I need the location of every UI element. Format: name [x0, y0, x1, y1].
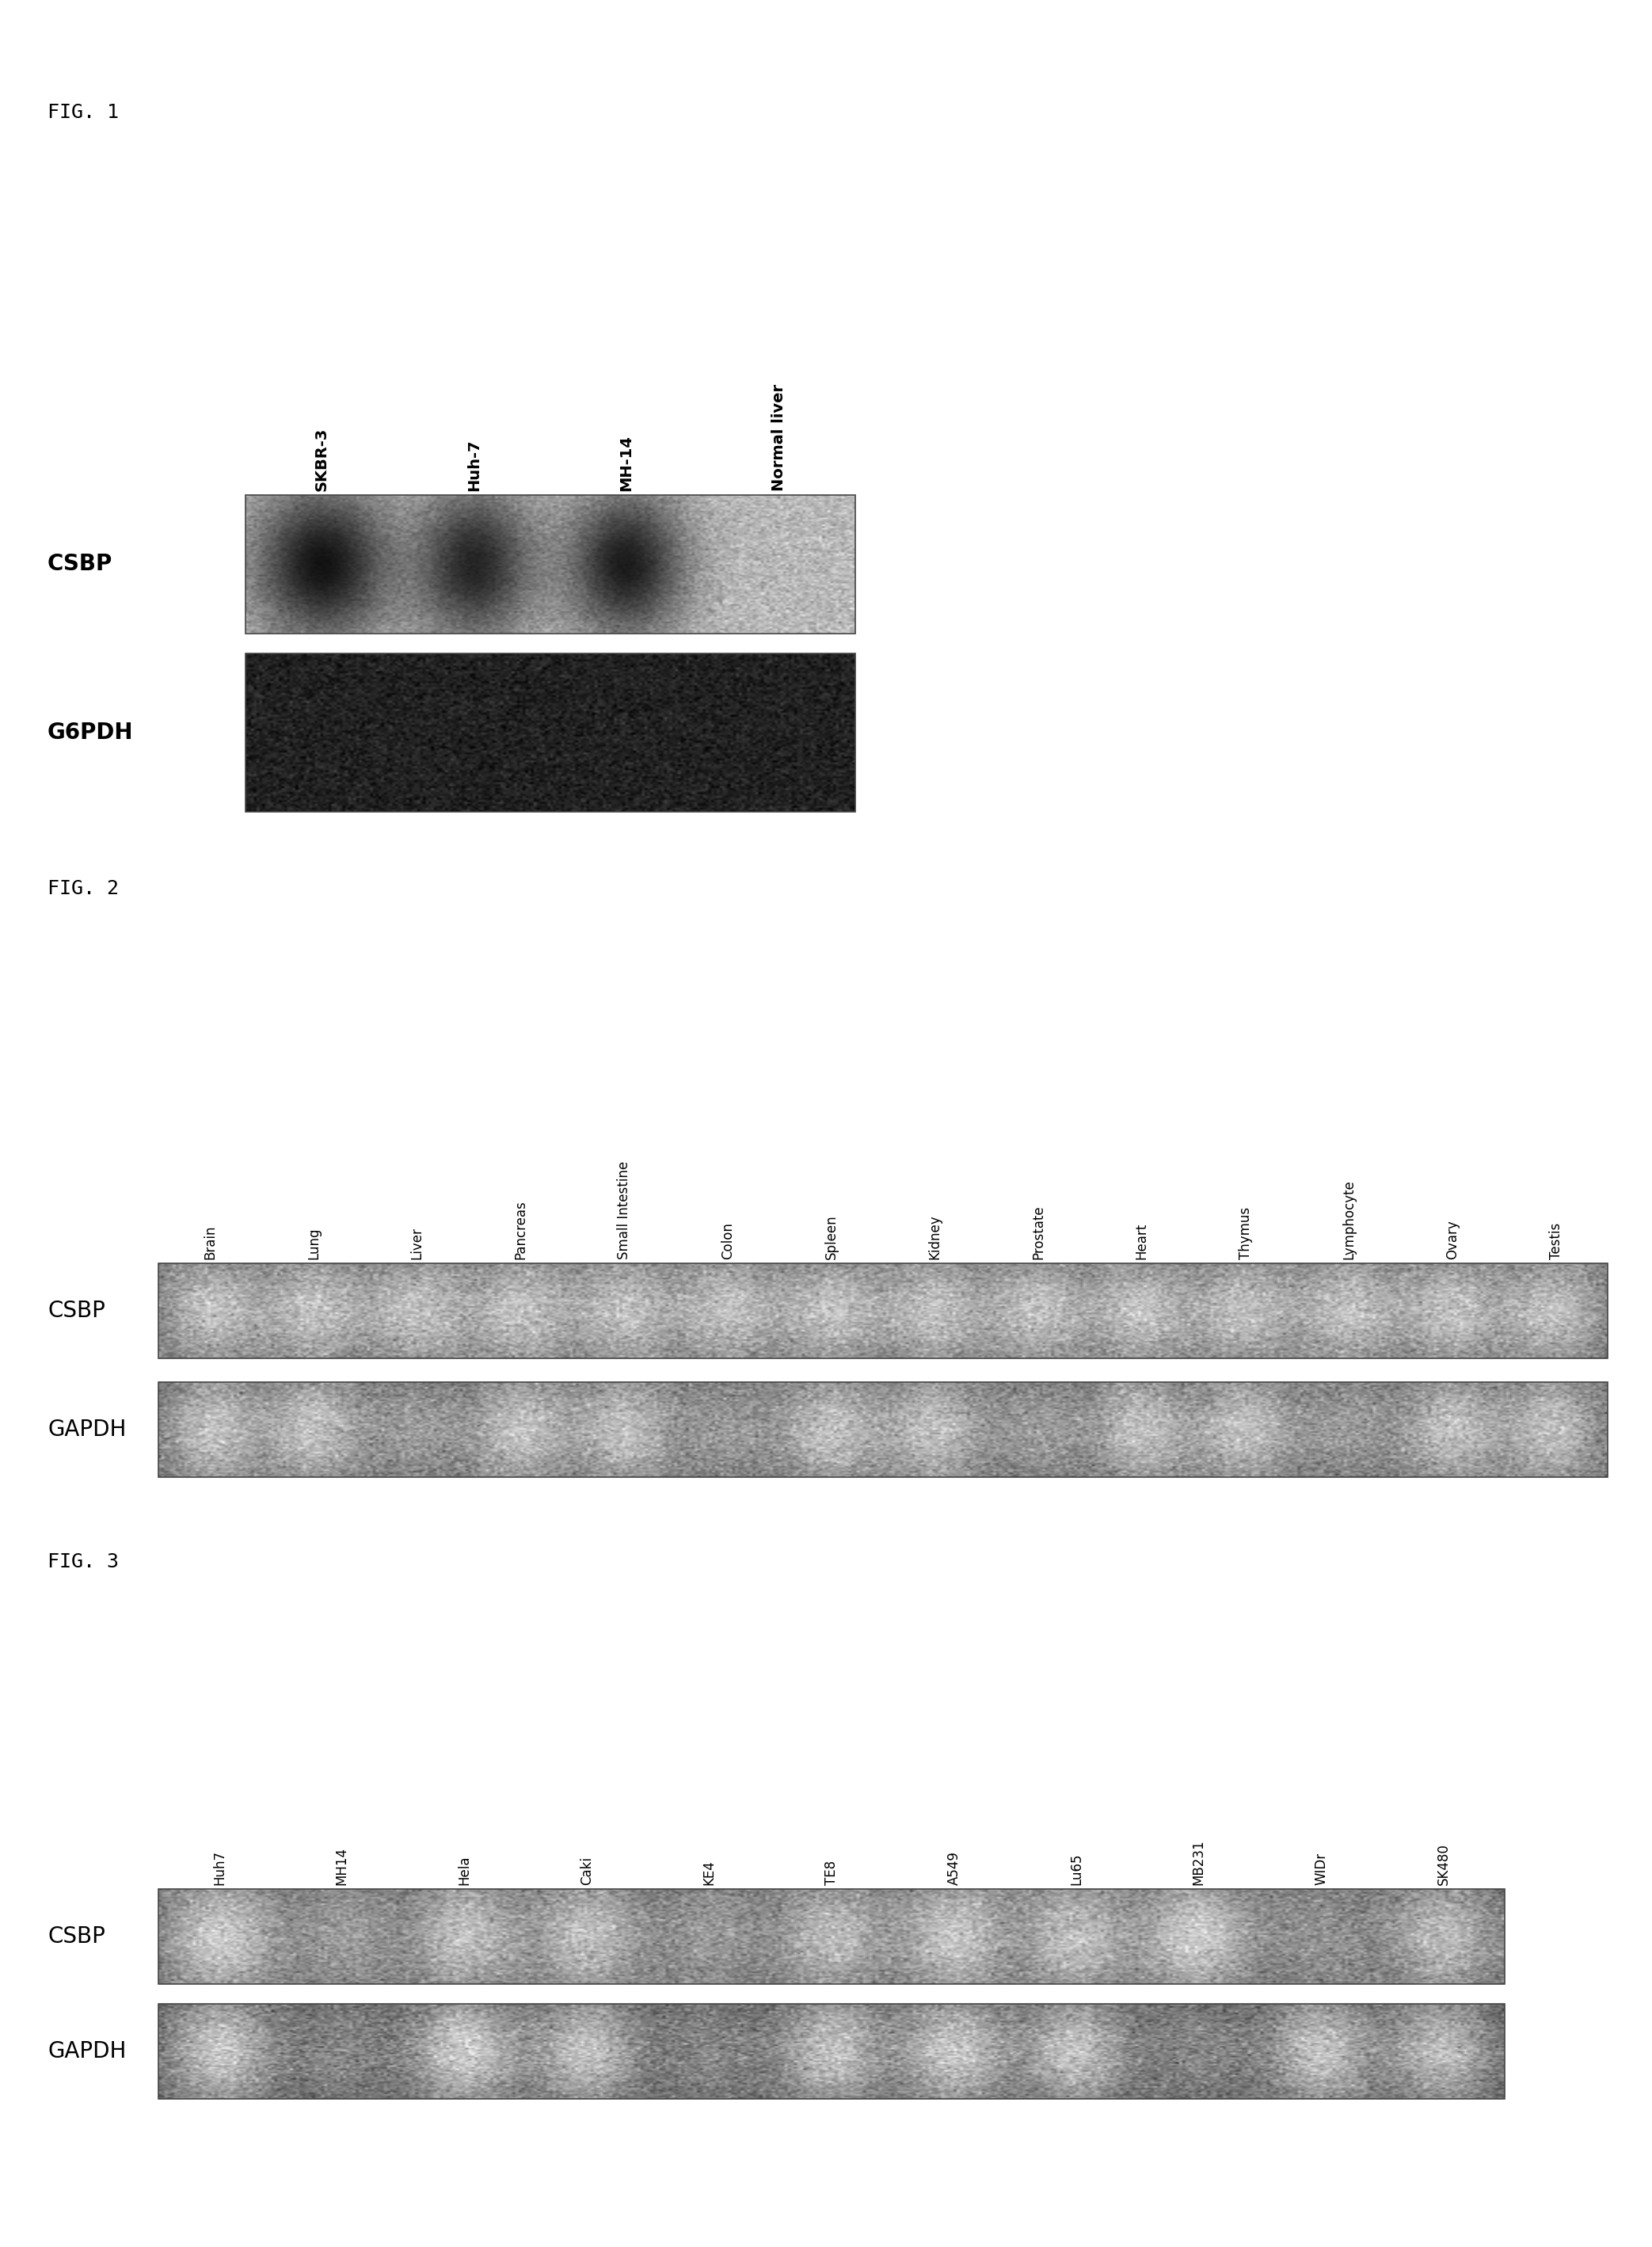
Bar: [159, 2004, 1505, 2099]
Text: Prostate: Prostate: [1031, 1204, 1046, 1258]
Text: WIDr: WIDr: [1313, 1852, 1328, 1885]
Bar: [246, 494, 856, 634]
Text: FIG. 2: FIG. 2: [48, 879, 119, 899]
Text: Kidney: Kidney: [928, 1213, 942, 1258]
Text: FIG. 3: FIG. 3: [48, 1553, 119, 1571]
Text: Hela: Hela: [458, 1856, 471, 1885]
Text: Normal liver: Normal liver: [771, 384, 786, 492]
Text: Lung: Lung: [307, 1227, 320, 1258]
Text: Colon: Colon: [720, 1222, 735, 1258]
Text: MH14: MH14: [335, 1847, 349, 1885]
Text: Thymus: Thymus: [1239, 1207, 1252, 1258]
Text: CSBP: CSBP: [48, 553, 112, 575]
Text: Spleen: Spleen: [824, 1213, 838, 1258]
Text: GAPDH: GAPDH: [48, 1418, 126, 1440]
Text: FIG. 1: FIG. 1: [48, 103, 119, 121]
Text: Huh7: Huh7: [213, 1849, 226, 1885]
Text: Lu65: Lu65: [1069, 1854, 1084, 1885]
Text: GAPDH: GAPDH: [48, 2040, 126, 2063]
Text: G6PDH: G6PDH: [48, 721, 134, 744]
Text: CSBP: CSBP: [48, 1926, 106, 1948]
Text: Small Intestine: Small Intestine: [618, 1162, 631, 1258]
Text: Pancreas: Pancreas: [514, 1200, 529, 1258]
Text: Testis: Testis: [1550, 1222, 1563, 1258]
Text: A549: A549: [947, 1852, 961, 1885]
Bar: [159, 1263, 1607, 1359]
Text: SK480: SK480: [1436, 1843, 1450, 1885]
Text: Huh-7: Huh-7: [466, 438, 482, 492]
Text: Caki: Caki: [580, 1856, 593, 1885]
Bar: [159, 1382, 1607, 1476]
Text: SKBR-3: SKBR-3: [314, 427, 329, 492]
Bar: [159, 1890, 1505, 1984]
Text: Lymphocyte: Lymphocyte: [1341, 1180, 1356, 1258]
Text: TE8: TE8: [824, 1861, 839, 1885]
Text: MH-14: MH-14: [620, 436, 634, 492]
Text: CSBP: CSBP: [48, 1299, 106, 1321]
Text: MB231: MB231: [1191, 1840, 1206, 1885]
Text: Liver: Liver: [410, 1227, 425, 1258]
Text: Ovary: Ovary: [1446, 1220, 1459, 1258]
Text: KE4: KE4: [702, 1861, 717, 1885]
Bar: [246, 654, 856, 811]
Text: Brain: Brain: [203, 1225, 218, 1258]
Text: Heart: Heart: [1135, 1222, 1148, 1258]
